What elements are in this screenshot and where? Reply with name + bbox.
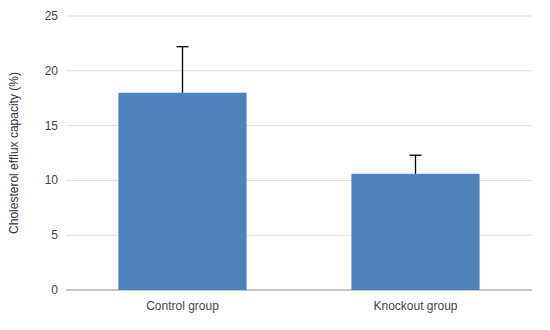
error-bar-stem	[415, 155, 416, 174]
error-bar-stem	[182, 47, 183, 93]
y-axis-label: Cholesterol efflux capacity (%)	[7, 72, 21, 234]
x-tick-label: Control group	[146, 299, 219, 313]
chart-container: 0 5 10 15 20 25 Control group Knockout group Cho…	[0, 0, 550, 330]
error-bar-cap	[410, 155, 422, 156]
error-bar-cap	[177, 46, 189, 47]
error-bar	[177, 47, 189, 93]
x-tick-label: Knockout group	[373, 299, 457, 313]
grid-line	[66, 70, 532, 71]
grid-line	[66, 16, 532, 17]
bar	[118, 93, 246, 290]
y-tick-label: 5	[51, 228, 58, 242]
y-tick-label: 0	[51, 283, 58, 297]
error-bar	[410, 155, 422, 174]
y-tick-label: 20	[45, 64, 59, 78]
grid	[66, 16, 532, 290]
y-tick-label: 25	[45, 9, 59, 23]
bar	[351, 174, 479, 290]
chart-svg: 0 5 10 15 20 25 Control group Knockout group Cho…	[0, 0, 550, 330]
y-tick-label: 10	[45, 173, 59, 187]
y-tick-label: 15	[45, 119, 59, 133]
plot-area	[118, 47, 479, 290]
